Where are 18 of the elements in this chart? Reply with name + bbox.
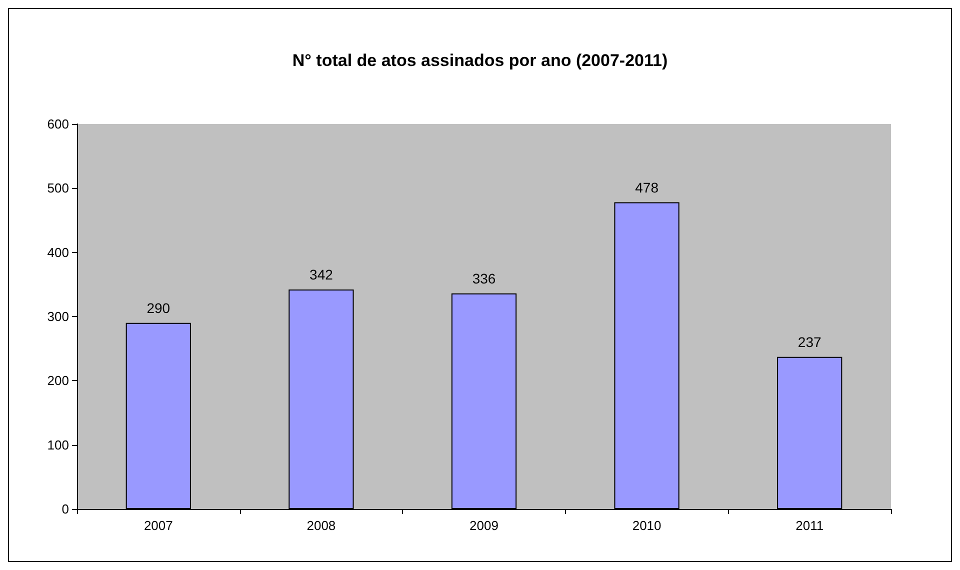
x-tick-label: 2010 bbox=[632, 518, 662, 533]
chart-title: N° total de atos assinados por ano (2007-2011) bbox=[292, 51, 668, 70]
y-tick-label: 0 bbox=[62, 502, 69, 516]
y-tick-label: 200 bbox=[47, 373, 69, 388]
y-tick-label: 300 bbox=[47, 309, 69, 324]
data-label: 336 bbox=[472, 270, 496, 286]
data-label: 478 bbox=[635, 179, 659, 196]
y-tick-label: 400 bbox=[47, 244, 69, 260]
y-tick-label: 600 bbox=[47, 116, 69, 132]
data-label: 342 bbox=[310, 266, 334, 283]
x-tick-label: 2011 bbox=[796, 518, 824, 533]
data-label: 237 bbox=[798, 334, 822, 350]
y-tick-label: 500 bbox=[47, 180, 69, 196]
x-tick-label: 2007 bbox=[144, 518, 173, 533]
x-tick-label: 2009 bbox=[470, 518, 498, 533]
data-label: 290 bbox=[146, 300, 170, 316]
x-tick-label: 2008 bbox=[306, 518, 336, 533]
y-tick-label: 100 bbox=[47, 437, 69, 452]
